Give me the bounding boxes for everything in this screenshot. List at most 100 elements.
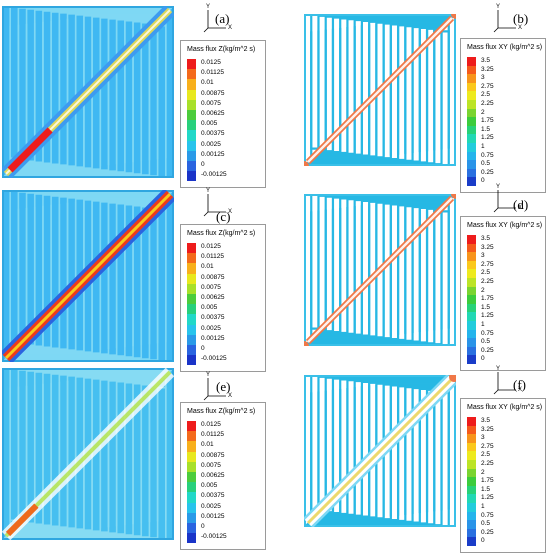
legend-swatch: [187, 334, 196, 345]
colorbar-legend: Mass flux Z(kg/m^2 s) 0.0125 0.01125 0.01 0.…: [180, 224, 266, 373]
legend-value: 1.5: [481, 485, 491, 493]
legend-swatch: [467, 338, 476, 347]
channel-lower: [12, 378, 85, 530]
channel-lower: [15, 203, 61, 350]
legend-swatch: [187, 472, 196, 483]
inlet-marker: [451, 14, 456, 19]
legend-value: 0.75: [481, 329, 494, 337]
diagonal-channel: [4, 192, 172, 360]
legend-value: 2: [481, 468, 485, 476]
legend-value: 0.01: [201, 263, 214, 271]
legend-swatch: [187, 150, 196, 161]
legend-swatch: [187, 421, 196, 432]
legend-value: 0.0075: [201, 99, 221, 107]
channel-upper: [107, 17, 162, 166]
legend-swatch: [187, 243, 196, 254]
channel-upper: [99, 378, 163, 529]
axis-y-label: Y: [206, 188, 211, 194]
channel-upper: [124, 203, 160, 348]
legend-swatch: [467, 74, 476, 83]
legend-swatch: [187, 345, 196, 356]
legend-value: 0.0125: [201, 421, 221, 428]
axis-y-label: Y: [496, 366, 501, 372]
legend-value: 3: [481, 252, 485, 260]
legend-value: 0.5: [481, 338, 491, 346]
legend-swatch: [187, 89, 196, 100]
legend-swatch: [187, 314, 196, 325]
panel-label: (d): [513, 197, 529, 212]
legend-swatch: [187, 441, 196, 452]
legend-swatch: [467, 295, 476, 304]
legend-swatch: [467, 346, 476, 356]
legend-value: 2: [481, 286, 485, 294]
channel-lower: [15, 19, 61, 166]
axis-x-label: X: [228, 209, 233, 215]
legend-value: 1.5: [481, 303, 491, 311]
legend-value: 2.5: [481, 269, 491, 277]
legend-value: 0: [201, 161, 205, 168]
channel-lower: [16, 382, 52, 527]
legend-title: Mass flux XY (kg/m^2 s): [467, 404, 543, 411]
panel-label: (f): [513, 377, 526, 392]
legend-value: 0.00125: [201, 334, 225, 342]
legend-swatch: [467, 177, 476, 186]
legend-value: 1: [481, 503, 485, 510]
domain-border: [2, 190, 174, 362]
legend-swatch: [187, 431, 196, 442]
channel-lower: [14, 380, 69, 529]
legend-value: 2.5: [481, 451, 491, 459]
legend-swatch: [467, 125, 476, 135]
flow-field-f: [304, 375, 456, 527]
legend-swatch: [467, 57, 476, 66]
legend-value: 0: [201, 523, 205, 530]
legend-swatch: [467, 355, 476, 364]
legend-value: 2.75: [481, 260, 494, 268]
legend-value: 0.75: [481, 151, 494, 159]
legend-value: 0.005: [201, 482, 218, 490]
legend-swatch: [187, 273, 196, 284]
legend-swatch: [187, 304, 196, 315]
legend-value: 0.01: [201, 441, 214, 449]
channel-upper: [107, 379, 162, 528]
channel-upper: [91, 200, 164, 352]
legend-swatch: [187, 161, 196, 172]
legend-swatch: [467, 82, 476, 92]
legend-swatch: [187, 69, 196, 80]
channel-lower: [16, 204, 52, 349]
axis-y-label: Y: [496, 184, 501, 190]
colorbar-legend: Mass flux XY (kg/m^2 s) 3.5 3.25 3 2.75 2.5 2.…: [460, 38, 546, 193]
legend-swatch: [467, 468, 476, 478]
legend-value: 0.00625: [201, 294, 225, 301]
legend-value: 0.00875: [201, 273, 225, 281]
channel-upper: [115, 18, 161, 165]
hot-spot: [7, 127, 53, 173]
legend-value: 0.0125: [201, 243, 221, 250]
legend-value: 0.25: [481, 528, 494, 536]
legend-value: 0.00375: [201, 130, 225, 138]
legend-swatch: [187, 79, 196, 90]
legend-swatch: [467, 477, 476, 486]
legend-value: 2.25: [481, 100, 494, 107]
legend-swatch: [187, 171, 196, 182]
legend-value: 2.75: [481, 442, 494, 450]
legend-value: 1.25: [481, 312, 494, 320]
inlet-marker: [304, 161, 309, 166]
legend-value: 0.005: [201, 304, 218, 312]
legend-swatch: [467, 168, 476, 178]
legend-title: Mass flux XY (kg/m^2 s): [467, 222, 543, 229]
legend-swatch: [187, 324, 196, 335]
legend-value: 0.01125: [201, 431, 225, 439]
legend-swatch: [187, 294, 196, 305]
legend-value: 3.25: [481, 425, 494, 433]
legend-swatch: [467, 100, 476, 109]
axis-y-label: Y: [496, 4, 501, 10]
legend-swatch: [187, 140, 196, 151]
axis-x-label: X: [228, 25, 233, 31]
legend-swatch: [187, 253, 196, 264]
legend-swatch: [467, 235, 476, 244]
legend-swatch: [187, 523, 196, 534]
